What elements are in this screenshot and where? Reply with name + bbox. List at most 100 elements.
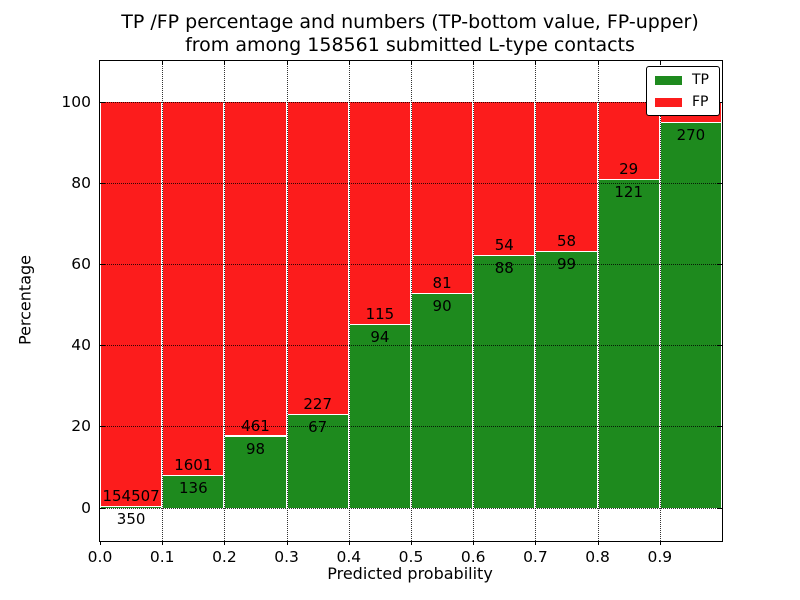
tp-count-label: 99 xyxy=(556,254,577,273)
y-tick-mark-right xyxy=(717,182,722,184)
tp-bar-segment xyxy=(287,415,348,508)
y-tick-label: 40 xyxy=(71,336,91,355)
x-tick-label: 0.1 xyxy=(149,548,175,566)
fp-count-label: 461 xyxy=(241,416,270,435)
y-tick-mark xyxy=(100,101,105,103)
legend-entry-fp: FP xyxy=(655,95,709,109)
fp-count-label: 58 xyxy=(556,231,577,250)
tp-legend-swatch xyxy=(655,75,682,85)
x-tick-mark-top xyxy=(162,61,164,65)
x-tick-mark xyxy=(597,541,599,545)
x-tick-label: 0.6 xyxy=(460,548,486,566)
tp-count-label: 98 xyxy=(245,439,266,458)
y-tick-mark xyxy=(100,426,105,428)
tp-bar-segment xyxy=(660,122,721,508)
fp-bar-segment xyxy=(225,101,286,436)
v-gridline xyxy=(286,61,288,541)
fp-bar-segment xyxy=(163,101,224,475)
y-tick-label: 20 xyxy=(71,417,91,436)
x-tick-mark-top xyxy=(224,61,226,65)
x-tick-mark xyxy=(535,541,537,545)
tp-bar-segment xyxy=(101,506,162,508)
x-tick-mark-top xyxy=(473,61,475,65)
y-axis-label: Percentage xyxy=(15,254,35,346)
chart-title-line2: from among 158561 submitted L-type conta… xyxy=(185,34,635,56)
tp-count-label: 90 xyxy=(432,296,452,315)
v-gridline xyxy=(473,61,475,541)
x-tick-label: 0.8 xyxy=(585,548,610,566)
x-tick-label: 0.9 xyxy=(647,548,673,566)
y-tick-label: 60 xyxy=(71,255,91,274)
fp-legend-swatch xyxy=(655,97,682,107)
y-tick-mark-right xyxy=(717,264,722,266)
fp-count-label: 1601 xyxy=(174,455,213,474)
tp-count-label: 88 xyxy=(494,259,514,278)
x-tick-label: 0.3 xyxy=(274,548,299,566)
x-tick-mark-top xyxy=(597,61,599,65)
v-gridline xyxy=(224,61,226,541)
chart-title-line1: TP /FP percentage and numbers (TP-bottom… xyxy=(121,11,699,33)
x-tick-mark xyxy=(286,541,288,545)
fp-bar-segment xyxy=(412,101,473,293)
fp-bar-segment xyxy=(349,101,410,325)
fp-count-label: 81 xyxy=(432,273,452,292)
y-tick-label: 0 xyxy=(81,498,91,517)
legend-entry-tp: TP xyxy=(655,73,709,87)
x-tick-mark xyxy=(162,541,164,545)
y-tick-mark-right xyxy=(717,507,722,509)
x-tick-label: 0.0 xyxy=(87,548,113,566)
tp-bar-segment xyxy=(412,293,473,508)
x-tick-label: 0.7 xyxy=(523,548,548,566)
tp-bar-segment xyxy=(598,180,659,508)
x-tick-label: 0.4 xyxy=(336,548,362,566)
tp-bar-segment xyxy=(474,256,535,508)
v-gridline xyxy=(348,61,350,541)
fp-count-label: 154507 xyxy=(102,486,160,505)
x-axis-label: Predicted probability xyxy=(327,564,493,583)
x-tick-mark xyxy=(411,541,412,545)
x-tick-mark-top xyxy=(535,61,537,65)
y-tick-mark xyxy=(100,345,105,347)
legend: TP FP xyxy=(646,66,720,116)
fp-bar-segment xyxy=(101,101,162,506)
x-tick-mark xyxy=(473,541,475,545)
y-tick-mark xyxy=(100,182,105,184)
y-tick-mark-right xyxy=(717,426,722,428)
y-tick-mark-right xyxy=(717,345,722,347)
x-tick-mark xyxy=(659,541,661,545)
v-gridline xyxy=(411,61,412,541)
tp-bar-segment xyxy=(536,251,597,508)
fp-bar-segment xyxy=(287,101,348,415)
tp-legend-label: TP xyxy=(692,72,709,88)
v-gridline xyxy=(535,61,537,541)
tp-count-label: 270 xyxy=(676,125,706,144)
tp-count-label: 350 xyxy=(116,509,146,528)
tp-bar-segment xyxy=(349,325,410,508)
fp-count-label: 227 xyxy=(303,395,333,414)
x-tick-label: 0.2 xyxy=(212,548,237,566)
fp-bar-segment xyxy=(474,101,535,256)
tp-count-label: 94 xyxy=(370,328,390,347)
tp-count-label: 121 xyxy=(614,183,644,202)
y-tick-mark xyxy=(100,507,105,509)
fp-count-label: 29 xyxy=(619,160,639,179)
y-tick-mark xyxy=(100,264,105,266)
plot-area: 154507 350 1601 136 461 98 227 67 115 94 81 90 54 88 5… xyxy=(61,60,723,566)
tp-bar-segment xyxy=(163,475,224,508)
tp-count-label: 136 xyxy=(178,478,208,497)
x-tick-mark-top xyxy=(659,61,661,65)
v-gridline xyxy=(162,61,164,541)
tp-count-label: 67 xyxy=(308,418,328,437)
y-tick-label: 100 xyxy=(61,92,91,111)
chart-title: TP /FP percentage and numbers (TP-bottom… xyxy=(99,11,721,57)
x-tick-mark-top xyxy=(348,61,350,65)
x-tick-mark-top xyxy=(411,61,412,65)
x-tick-mark xyxy=(100,541,101,545)
v-gridline xyxy=(597,61,599,541)
tp-bar-segment xyxy=(225,436,286,508)
x-tick-mark-top xyxy=(286,61,288,65)
fp-count-label: 54 xyxy=(494,236,514,255)
x-tick-mark xyxy=(348,541,350,545)
y-tick-label: 80 xyxy=(71,173,91,192)
